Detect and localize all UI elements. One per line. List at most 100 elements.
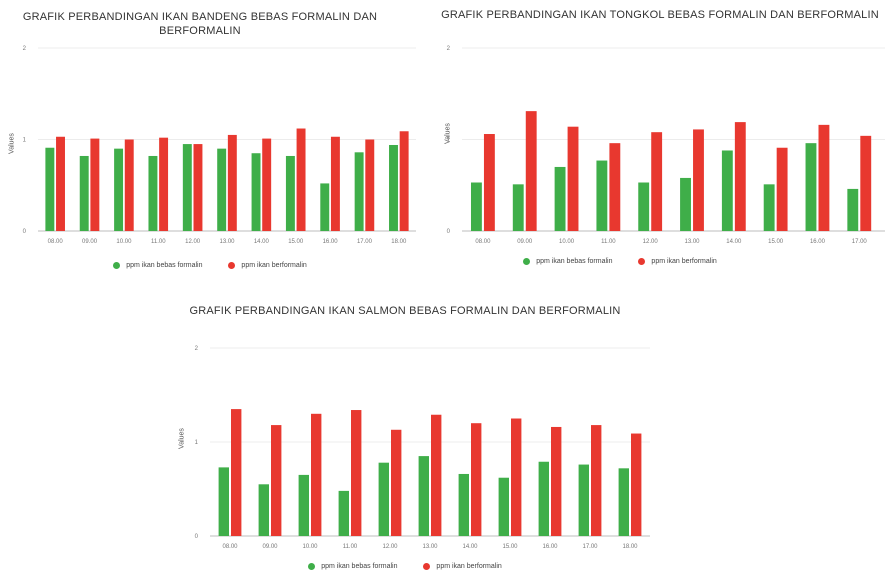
bar-formalin-free xyxy=(378,462,389,536)
bar-formalin xyxy=(631,433,642,536)
bar-formalin-free xyxy=(638,182,650,231)
x-tick-label: 14.00 xyxy=(462,544,478,550)
legend-item-formalin: ppm ikan berformalin xyxy=(228,262,307,269)
bar-formalin xyxy=(776,147,788,231)
chart-svg: 0 1 2 08.00 09.00 10.00 11.00 12.00 13.00 14.00 15… xyxy=(447,46,885,245)
bar-formalin xyxy=(227,134,237,231)
bar-formalin-free xyxy=(578,464,589,536)
x-tick-label: 15.00 xyxy=(288,239,304,245)
bar-formalin xyxy=(860,135,872,231)
y-tick-label: 2 xyxy=(195,346,199,352)
x-tick-label: 13.00 xyxy=(684,239,700,245)
bar-formalin xyxy=(511,418,522,536)
y-tick-label: 0 xyxy=(195,534,199,540)
x-tick-label: 09.00 xyxy=(262,544,278,550)
bar-formalin-free xyxy=(389,144,398,231)
bar-formalin-free xyxy=(554,166,566,231)
bar-formalin-free xyxy=(148,155,158,231)
legend-label-formalin: ppm ikan berformalin xyxy=(436,563,502,570)
bar-formalin-free xyxy=(458,473,469,536)
x-tick-label: 16.00 xyxy=(323,239,339,245)
bar-formalin xyxy=(525,111,537,231)
chart-bandeng: GRAFIK PERBANDINGAN IKAN BANDENG BEBAS F… xyxy=(0,0,420,280)
y-tick-label: 1 xyxy=(195,440,199,446)
y-tick-label: 0 xyxy=(23,229,27,235)
legend-swatch-formalin xyxy=(423,563,431,570)
bar-formalin xyxy=(567,126,579,231)
legend-item-free: ppm ikan bebas formalin xyxy=(113,262,202,269)
bar-formalin xyxy=(818,124,830,231)
legend-label-free: ppm ikan bebas formalin xyxy=(126,262,203,269)
x-tick-label: 15.00 xyxy=(768,239,784,245)
bar-formalin xyxy=(551,426,562,536)
x-tick-label: 13.00 xyxy=(422,544,438,550)
bar-formalin xyxy=(262,138,272,231)
bar-formalin-free xyxy=(45,147,55,231)
x-tick-label: 16.00 xyxy=(542,544,558,550)
bar-formalin-free xyxy=(618,468,629,536)
legend-label-free: ppm ikan bebas formalin xyxy=(321,563,398,570)
bar-formalin-free xyxy=(251,153,261,231)
bar-formalin xyxy=(591,425,602,536)
bar-formalin-free xyxy=(538,461,549,536)
bar-formalin-free xyxy=(721,150,733,231)
legend-item-formalin: ppm ikan berformalin xyxy=(638,258,717,265)
bar-formalin xyxy=(159,137,169,231)
bar-formalin xyxy=(56,136,65,231)
bar-formalin xyxy=(193,144,203,231)
bar-formalin xyxy=(399,131,409,231)
chart-tongkol: GRAFIK PERBANDINGAN IKAN TONGKOL BEBAS F… xyxy=(440,0,885,280)
x-tick-label: 12.00 xyxy=(382,544,398,550)
bar-formalin xyxy=(471,423,482,536)
x-tick-label: 15.00 xyxy=(502,544,518,550)
legend-label-formalin: ppm ikan berformalin xyxy=(241,262,307,269)
bar-formalin xyxy=(271,425,282,536)
bar-formalin xyxy=(609,143,621,231)
bar-formalin xyxy=(296,128,306,231)
bar-formalin-free xyxy=(79,155,89,231)
x-tick-label: 16.00 xyxy=(810,239,826,245)
x-tick-label: 10.00 xyxy=(302,544,318,550)
x-tick-label: 17.00 xyxy=(357,239,373,245)
x-tick-label: 18.00 xyxy=(622,544,638,550)
legend-item-free: ppm ikan bebas formalin xyxy=(523,258,612,265)
bar-formalin xyxy=(483,134,495,231)
bar-formalin-free xyxy=(258,484,269,536)
x-tick-label: 14.00 xyxy=(726,239,742,245)
bar-formalin-free xyxy=(498,477,509,536)
legend-label-free: ppm ikan bebas formalin xyxy=(536,258,613,265)
bar-formalin-free xyxy=(298,474,309,536)
x-tick-label: 18.00 xyxy=(391,239,407,245)
x-tick-label: 11.00 xyxy=(601,239,616,245)
x-tick-label: 10.00 xyxy=(559,239,575,245)
bar-formalin-free xyxy=(114,148,124,231)
bar-formalin xyxy=(90,138,100,231)
x-tick-label: 17.00 xyxy=(582,544,598,550)
bar-formalin xyxy=(693,129,704,231)
x-tick-label: 11.00 xyxy=(151,239,166,245)
x-tick-label: 08.00 xyxy=(222,544,238,550)
legend-swatch-free xyxy=(523,258,531,265)
bar-formalin xyxy=(431,414,442,536)
legend-swatch-formalin xyxy=(228,262,236,269)
chart-title: GRAFIK PERBANDINGAN IKAN BANDENG BEBAS F… xyxy=(22,11,378,37)
x-tick-label: 13.00 xyxy=(219,239,235,245)
bar-formalin-free xyxy=(847,188,859,231)
legend: ppm ikan bebas formalin ppm ikan berform… xyxy=(170,563,640,572)
bar-formalin-free xyxy=(354,152,364,231)
bar-formalin-free xyxy=(763,184,775,231)
y-tick-label: 0 xyxy=(447,229,451,235)
x-tick-label: 17.00 xyxy=(852,239,868,245)
x-tick-label: 08.00 xyxy=(48,239,64,245)
x-tick-label: 14.00 xyxy=(254,239,270,245)
bar-formalin-free xyxy=(512,184,524,231)
bar-formalin xyxy=(330,136,340,231)
legend: ppm ikan bebas formalin ppm ikan berform… xyxy=(440,258,800,267)
legend-item-free: ppm ikan bebas formalin xyxy=(308,563,397,570)
legend-item-formalin: ppm ikan berformalin xyxy=(423,563,502,570)
legend-swatch-free xyxy=(113,262,121,269)
chart-title: GRAFIK PERBANDINGAN IKAN SALMON BEBAS FO… xyxy=(189,305,621,317)
bar-formalin-free xyxy=(470,182,482,231)
chart-salmon: GRAFIK PERBANDINGAN IKAN SALMON BEBAS FO… xyxy=(170,300,670,580)
x-tick-label: 09.00 xyxy=(82,239,98,245)
